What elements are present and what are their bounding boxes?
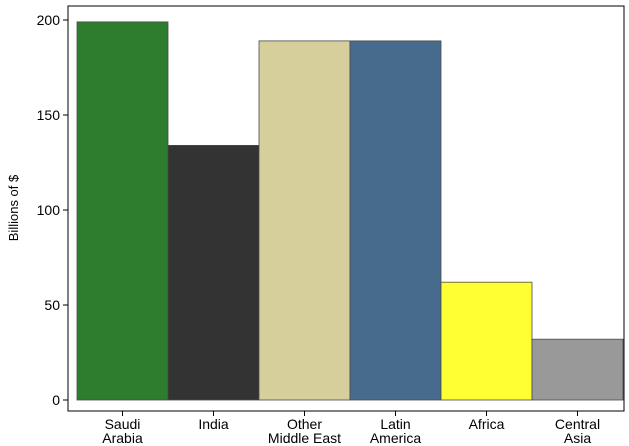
x-tick-label: Central Asia xyxy=(555,416,600,446)
bar xyxy=(531,338,624,401)
x-tick-label-line: Asia xyxy=(564,430,591,446)
y-tick-label: 100 xyxy=(37,202,61,218)
x-tick-label: Africa xyxy=(469,416,505,432)
y-tick-label: 50 xyxy=(44,297,60,313)
x-tick-label-line: Middle East xyxy=(268,430,341,446)
x-tick-label-line: Other xyxy=(287,416,322,432)
bar xyxy=(167,144,260,401)
x-tick-label-line: Africa xyxy=(469,416,505,432)
x-tick-label-line: Arabia xyxy=(102,430,143,446)
bar xyxy=(349,40,442,401)
bar xyxy=(258,40,351,401)
x-tick-label-line: Central xyxy=(555,416,600,432)
bar xyxy=(440,281,533,401)
y-tick-label: 200 xyxy=(37,12,61,28)
x-tick-label-line: Latin xyxy=(380,416,410,432)
y-tick-label: 0 xyxy=(52,392,60,408)
bar xyxy=(76,21,169,401)
x-axis: Saudi Arabia India Other Middle East Latin Ame… xyxy=(68,410,624,446)
x-tick-label-line: America xyxy=(370,430,422,446)
y-axis-title: Billions of $ xyxy=(6,174,21,241)
y-tick-label: 150 xyxy=(37,107,61,123)
y-axis: 0 50 100 150 200 xyxy=(37,6,69,411)
x-tick-label-line: Saudi xyxy=(105,416,141,432)
x-tick-label: Saudi Arabia xyxy=(102,416,143,446)
x-tick-label: Other Middle East xyxy=(268,416,341,446)
x-tick-label-line: India xyxy=(198,416,229,432)
x-tick-label: Latin America xyxy=(370,416,422,446)
x-tick-label: India xyxy=(198,416,229,432)
bars-group xyxy=(76,21,624,401)
